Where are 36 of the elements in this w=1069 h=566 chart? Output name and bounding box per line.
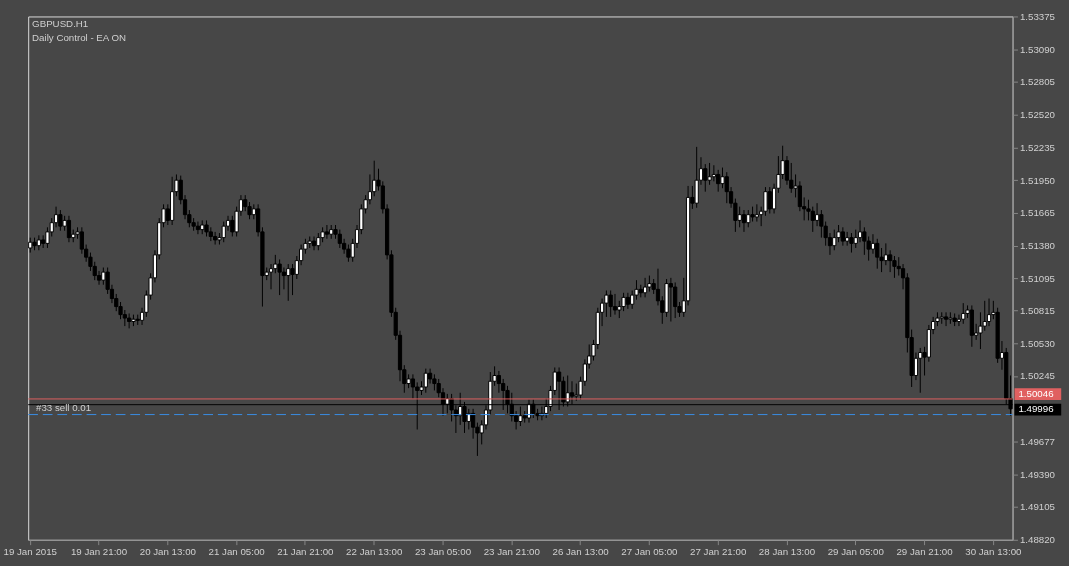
y-tick-label: 1.51095 <box>1019 272 1056 284</box>
y-tick-label: 1.51665 <box>1019 207 1056 219</box>
y-tick-label: 1.49677 <box>1019 435 1056 447</box>
y-tick-label: 1.51380 <box>1019 240 1056 252</box>
y-tick-label: 1.51950 <box>1019 174 1056 186</box>
y-tick-label: 1.53090 <box>1019 43 1056 55</box>
y-tick-label: 1.49390 <box>1019 468 1056 480</box>
y-tick-label: 1.49105 <box>1019 501 1056 513</box>
y-tick-label: 1.52805 <box>1019 76 1056 88</box>
x-tick-label: 22 Jan 13:00 <box>346 545 403 557</box>
x-tick-label: 28 Jan 13:00 <box>758 545 816 557</box>
y-tick-label: 1.50530 <box>1019 337 1056 349</box>
ref-line-label: 1.49996 <box>1018 403 1054 415</box>
y-tick-label: 1.50815 <box>1019 305 1056 316</box>
x-tick-label: 23 Jan 21:00 <box>483 545 541 557</box>
chart-title: GBPUSD.H1 <box>32 18 89 30</box>
y-tick-label: 1.52520 <box>1019 109 1056 121</box>
y-tick-label: 1.48820 <box>1019 534 1056 546</box>
x-tick-label: 30 Jan 13:00 <box>965 545 1023 557</box>
text: Daily Control - EA ON <box>32 31 127 43</box>
x-tick-label: 29 Jan 21:00 <box>896 545 954 557</box>
x-tick-label: 21 Jan 21:00 <box>277 545 335 557</box>
x-tick-label: 20 Jan 13:00 <box>139 545 197 557</box>
x-tick-label: 23 Jan 05:00 <box>414 545 472 557</box>
x-tick-label: 19 Jan 21:00 <box>70 545 128 557</box>
x-tick-label: 27 Jan 21:00 <box>690 545 747 557</box>
y-tick-label: 1.50245 <box>1019 370 1056 382</box>
x-tick-label: 21 Jan 05:00 <box>208 545 266 557</box>
x-tick-label: 26 Jan 13:00 <box>552 545 610 557</box>
y-tick-label: 1.52235 <box>1019 141 1056 153</box>
x-tick-label: 27 Jan 05:00 <box>621 545 679 557</box>
ref-line-label: 1.50046 <box>1018 388 1054 399</box>
ref-line-label: #33 sell 0.01 <box>35 401 92 413</box>
y-tick-label: 1.53375 <box>1019 10 1056 22</box>
x-tick-label: 29 Jan 05:00 <box>827 545 885 557</box>
x-tick-label: 19 Jan 2015 <box>3 545 58 557</box>
